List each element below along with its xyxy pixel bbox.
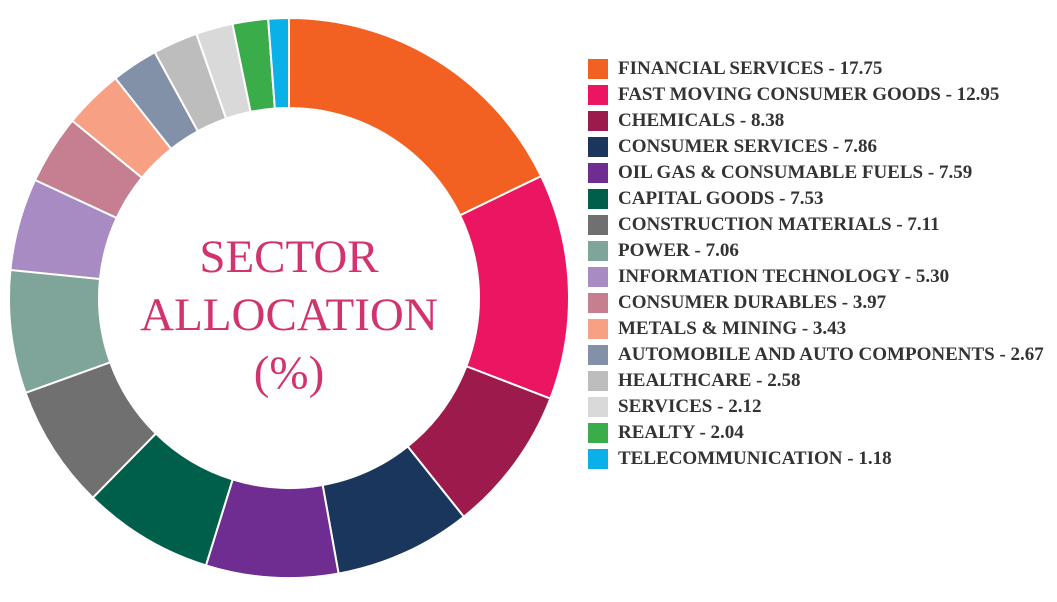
legend-label: CONSUMER SERVICES - 7.86	[618, 136, 878, 157]
legend-label: SERVICES - 2.12	[618, 396, 762, 417]
legend-item: OIL GAS & CONSUMABLE FUELS - 7.59	[588, 161, 1053, 185]
legend-swatch	[588, 397, 608, 417]
legend-item: TELECOMMUNICATION - 1.18	[588, 447, 1053, 471]
legend-item: CONSUMER DURABLES - 3.97	[588, 291, 1053, 315]
slice	[458, 174, 570, 400]
legend-item: CONSTRUCTION MATERIALS - 7.11	[588, 213, 1053, 237]
legend-swatch	[588, 267, 608, 287]
legend-swatch	[588, 371, 608, 391]
legend-item: CAPITAL GOODS - 7.53	[588, 187, 1053, 211]
legend-label: METALS & MINING - 3.43	[618, 318, 847, 339]
legend-swatch	[588, 111, 608, 131]
legend-swatch	[588, 85, 608, 105]
legend-label: CHEMICALS - 8.38	[618, 110, 785, 131]
legend-label: REALTY - 2.04	[618, 422, 744, 443]
legend-swatch	[588, 189, 608, 209]
legend-swatch	[588, 59, 608, 79]
legend-item: INFORMATION TECHNOLOGY - 5.30	[588, 265, 1053, 289]
legend-label: AUTOMOBILE AND AUTO COMPONENTS - 2.67	[618, 344, 1044, 365]
legend-swatch	[588, 319, 608, 339]
donut	[8, 16, 570, 579]
legend-label: CONSUMER DURABLES - 3.97	[618, 292, 887, 313]
legend-label: CAPITAL GOODS - 7.53	[618, 188, 824, 209]
legend-swatch	[588, 137, 608, 157]
legend-label: HEALTHCARE - 2.58	[618, 370, 801, 391]
legend-label: POWER - 7.06	[618, 240, 739, 261]
slice	[288, 16, 543, 217]
legend-item: AUTOMOBILE AND AUTO COMPONENTS - 2.67	[588, 343, 1053, 367]
legend-swatch	[588, 241, 608, 261]
legend-label: FAST MOVING CONSUMER GOODS - 12.95	[618, 84, 1000, 105]
legend-item: FINANCIAL SERVICES - 17.75	[588, 57, 1053, 81]
legend-swatch	[588, 423, 608, 443]
legend-item: CONSUMER SERVICES - 7.86	[588, 135, 1053, 159]
legend-item: FAST MOVING CONSUMER GOODS - 12.95	[588, 83, 1053, 107]
chart-title: SECTOR ALLOCATION (%)	[140, 231, 438, 399]
legend: FINANCIAL SERVICES - 17.75 FAST MOVING CO…	[588, 57, 1053, 473]
slice	[267, 16, 290, 110]
legend-swatch	[588, 215, 608, 235]
legend-label: OIL GAS & CONSUMABLE FUELS - 7.59	[618, 162, 973, 183]
legend-label: FINANCIAL SERVICES - 17.75	[618, 58, 883, 79]
legend-item: METALS & MINING - 3.43	[588, 317, 1053, 341]
legend-swatch	[588, 449, 608, 469]
legend-item: SERVICES - 2.12	[588, 395, 1053, 419]
legend-swatch	[588, 163, 608, 183]
legend-label: CONSTRUCTION MATERIALS - 7.11	[618, 214, 940, 235]
legend-label: INFORMATION TECHNOLOGY - 5.30	[618, 266, 950, 287]
legend-item: CHEMICALS - 8.38	[588, 109, 1053, 133]
legend-item: HEALTHCARE - 2.58	[588, 369, 1053, 393]
legend-swatch	[588, 345, 608, 365]
legend-label: TELECOMMUNICATION - 1.18	[618, 448, 892, 469]
legend-swatch	[588, 293, 608, 313]
legend-item: POWER - 7.06	[588, 239, 1053, 263]
legend-item: REALTY - 2.04	[588, 421, 1053, 445]
